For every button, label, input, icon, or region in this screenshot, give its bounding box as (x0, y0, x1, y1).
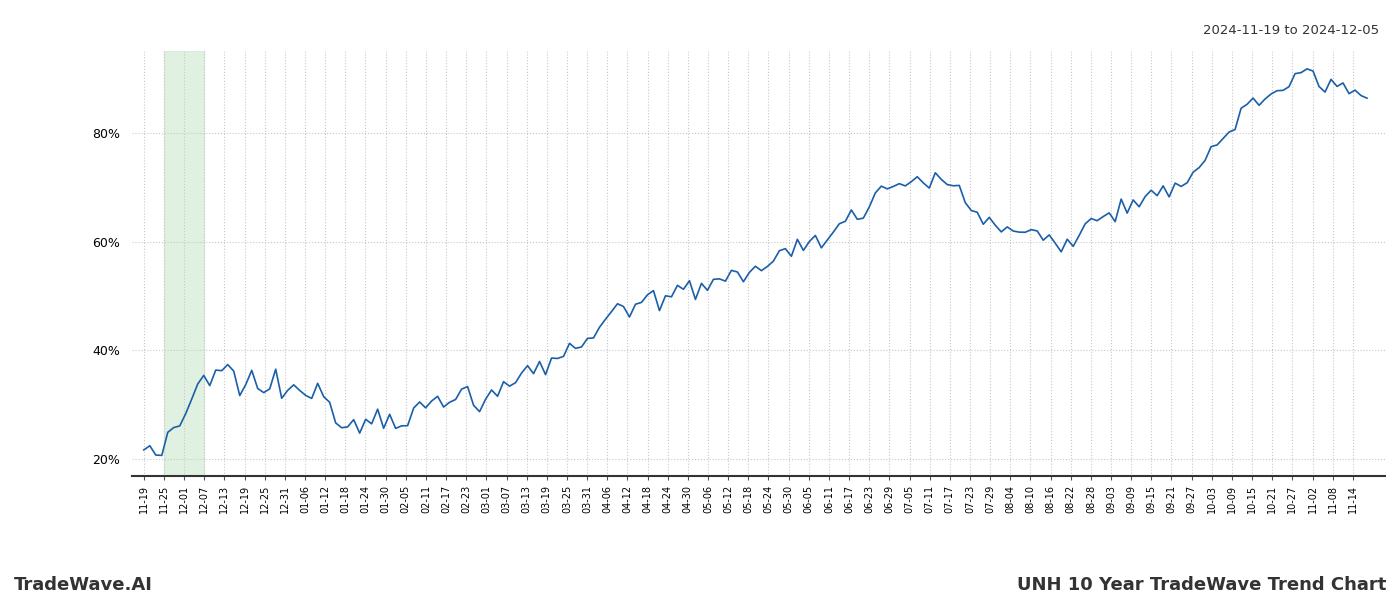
Text: TradeWave.AI: TradeWave.AI (14, 576, 153, 594)
Text: 2024-11-19 to 2024-12-05: 2024-11-19 to 2024-12-05 (1203, 24, 1379, 37)
Text: UNH 10 Year TradeWave Trend Chart: UNH 10 Year TradeWave Trend Chart (1016, 576, 1386, 594)
Bar (164, 51, 204, 476)
